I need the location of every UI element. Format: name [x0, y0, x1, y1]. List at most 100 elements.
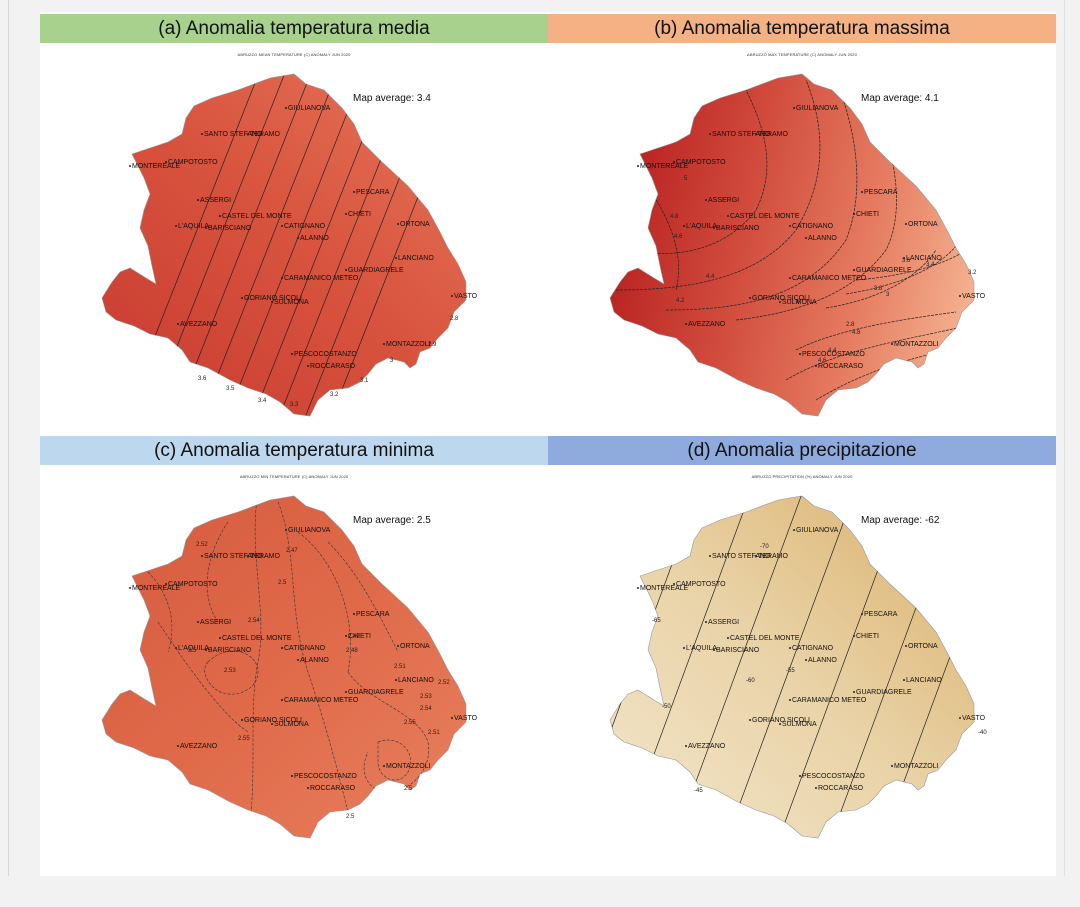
city-label: GIULIANOVA	[288, 105, 331, 112]
city-label: CHIETI	[856, 633, 879, 640]
contour-label: 3.4	[926, 262, 935, 268]
city-label: SANTO STEFANO	[712, 553, 771, 560]
city-label: MONTEREALE	[132, 163, 181, 170]
contour-label: 4.8	[852, 330, 861, 336]
city-label: CATIGNANO	[284, 645, 326, 652]
city-label: CATIGNANO	[284, 223, 326, 230]
map-panel-min-temperature: 2.52 2.47 2.5 2.54 2.5 2.53 2.47 2.48 2.51 2.52 2.…	[98, 472, 490, 856]
city-label: L'AQUILA	[178, 645, 209, 652]
contour-label: -40	[978, 730, 987, 736]
city-label: AVEZZANO	[180, 321, 218, 328]
city-label: LANCIANO	[906, 255, 942, 262]
contour-label: 3.6	[902, 258, 911, 264]
contour-label: 2.53	[224, 668, 236, 674]
map-panel-precipitation: -70 -65 -60 -55 -50 -45 -40 GIULIANOVA SANTO STE…	[606, 472, 998, 856]
city-label: BARISCIANO	[716, 647, 760, 654]
left-border	[8, 0, 9, 907]
contour-label: 3.8	[874, 286, 883, 292]
page-bottom	[0, 876, 1080, 907]
city-label: TERAMO	[250, 131, 281, 138]
city-label: ROCCARASO	[310, 363, 356, 370]
map-average: Map average: 3.4	[353, 93, 431, 104]
city-label: GIULIANOVA	[796, 105, 839, 112]
city-label: SULMONA	[274, 721, 309, 728]
city-label: CASTEL DEL MONTE	[730, 213, 800, 220]
contour-label: -60	[746, 678, 755, 684]
contour-label: 5	[684, 176, 688, 182]
contour-label: -70	[760, 544, 769, 550]
city-label: MONTAZZOLI	[894, 341, 939, 348]
contour-label: 2.47	[286, 548, 298, 554]
city-label: ORTONA	[400, 221, 430, 228]
contour-label: -50	[662, 704, 671, 710]
city-label: LANCIANO	[398, 677, 434, 684]
city-label: TERAMO	[250, 553, 281, 560]
contour-label: 4.4	[828, 348, 837, 354]
city-label: PESCARA	[356, 611, 390, 618]
map-subtitle: ABRUZZO MIN TEMPERATURE (C) ANOMALY JUN …	[239, 474, 349, 479]
contour-label: -65	[652, 618, 661, 624]
city-label: ASSERGI	[708, 197, 739, 204]
city-label: MONTAZZOLI	[386, 341, 431, 348]
city-label: CAMPOTOSTO	[168, 159, 218, 166]
city-label: ALANNO	[300, 235, 329, 242]
contour-label: 2.5	[404, 786, 413, 792]
city-label: ORTONA	[908, 643, 938, 650]
contour-label: 2.48	[346, 648, 358, 654]
city-label: CASTEL DEL MONTE	[222, 635, 292, 642]
contour-label: -45	[694, 788, 703, 794]
region-shape	[101, 495, 467, 839]
city-label: ALANNO	[300, 657, 329, 664]
city-label: TERAMO	[758, 131, 789, 138]
city-label: CHIETI	[348, 633, 371, 640]
city-label: GIULIANOVA	[288, 527, 331, 534]
contour-label: 3.1	[360, 378, 369, 384]
contour-label: 2.51	[394, 664, 406, 670]
city-label: GORIANO SICOLI	[244, 717, 302, 724]
city-label: VASTO	[454, 293, 478, 300]
city-label: MONTAZZOLI	[386, 763, 431, 770]
city-label: AVEZZANO	[688, 321, 726, 328]
city-label: SULMONA	[782, 299, 817, 306]
contour-label: 2.5	[278, 580, 287, 586]
city-label: ALANNO	[808, 657, 837, 664]
contour-label: 2.9	[428, 342, 437, 348]
city-label: GUARDIAGRELE	[856, 689, 912, 696]
contour-label: 2.55	[238, 736, 250, 742]
city-label: CAMPOTOSTO	[676, 159, 726, 166]
city-label: ORTONA	[908, 221, 938, 228]
city-label: L'AQUILA	[686, 645, 717, 652]
city-label: CATIGNANO	[792, 223, 834, 230]
map-average: Map average: 2.5	[353, 515, 431, 526]
city-label: SULMONA	[274, 299, 309, 306]
contour-label: 3	[886, 292, 890, 298]
contour-label: 3.5	[226, 386, 235, 392]
panel-header-c: (c) Anomalia temperatura minima	[40, 436, 548, 465]
map-svg: 2.52 2.47 2.5 2.54 2.5 2.53 2.47 2.48 2.51 2.52 2.…	[101, 495, 478, 839]
city-label: SULMONA	[782, 721, 817, 728]
city-label: CARAMANICO METEO	[284, 697, 359, 704]
city-label: CAMPOTOSTO	[168, 581, 218, 588]
contour-label: 4	[796, 300, 800, 306]
city-label: PESCOCOSTANZO	[802, 351, 865, 358]
map-svg: 3.6 3.5 3.4 3.3 3.2 3.1 3 2.9 2.8 GIULIANOVA SANTO…	[101, 73, 478, 417]
city-label: SANTO STEFANO	[712, 131, 771, 138]
contour-label: 3.2	[330, 392, 339, 398]
map-panel-mean-temperature: 3.6 3.5 3.4 3.3 3.2 3.1 3 2.9 2.8 GIULIANOVA SANTO…	[98, 50, 490, 426]
city-label: GORIANO SICOLI	[244, 295, 302, 302]
city-label: BARISCIANO	[716, 225, 760, 232]
contour-label: 2.51	[428, 730, 440, 736]
map-average: Map average: -62	[861, 515, 940, 526]
city-label: TERAMO	[758, 553, 789, 560]
city-label: AVEZZANO	[180, 743, 218, 750]
contour-lines	[147, 496, 429, 838]
city-label: SANTO STEFANO	[204, 553, 263, 560]
city-label: PESCOCOSTANZO	[294, 773, 357, 780]
city-label: MONTEREALE	[640, 585, 689, 592]
contour-label: 2.54	[248, 618, 260, 624]
city-label: AVEZZANO	[688, 743, 726, 750]
city-label: PESCOCOSTANZO	[294, 351, 357, 358]
city-label: MONTAZZOLI	[894, 763, 939, 770]
panel-header-b: (b) Anomalia temperatura massima	[548, 14, 1056, 43]
city-label: MONTEREALE	[640, 163, 689, 170]
